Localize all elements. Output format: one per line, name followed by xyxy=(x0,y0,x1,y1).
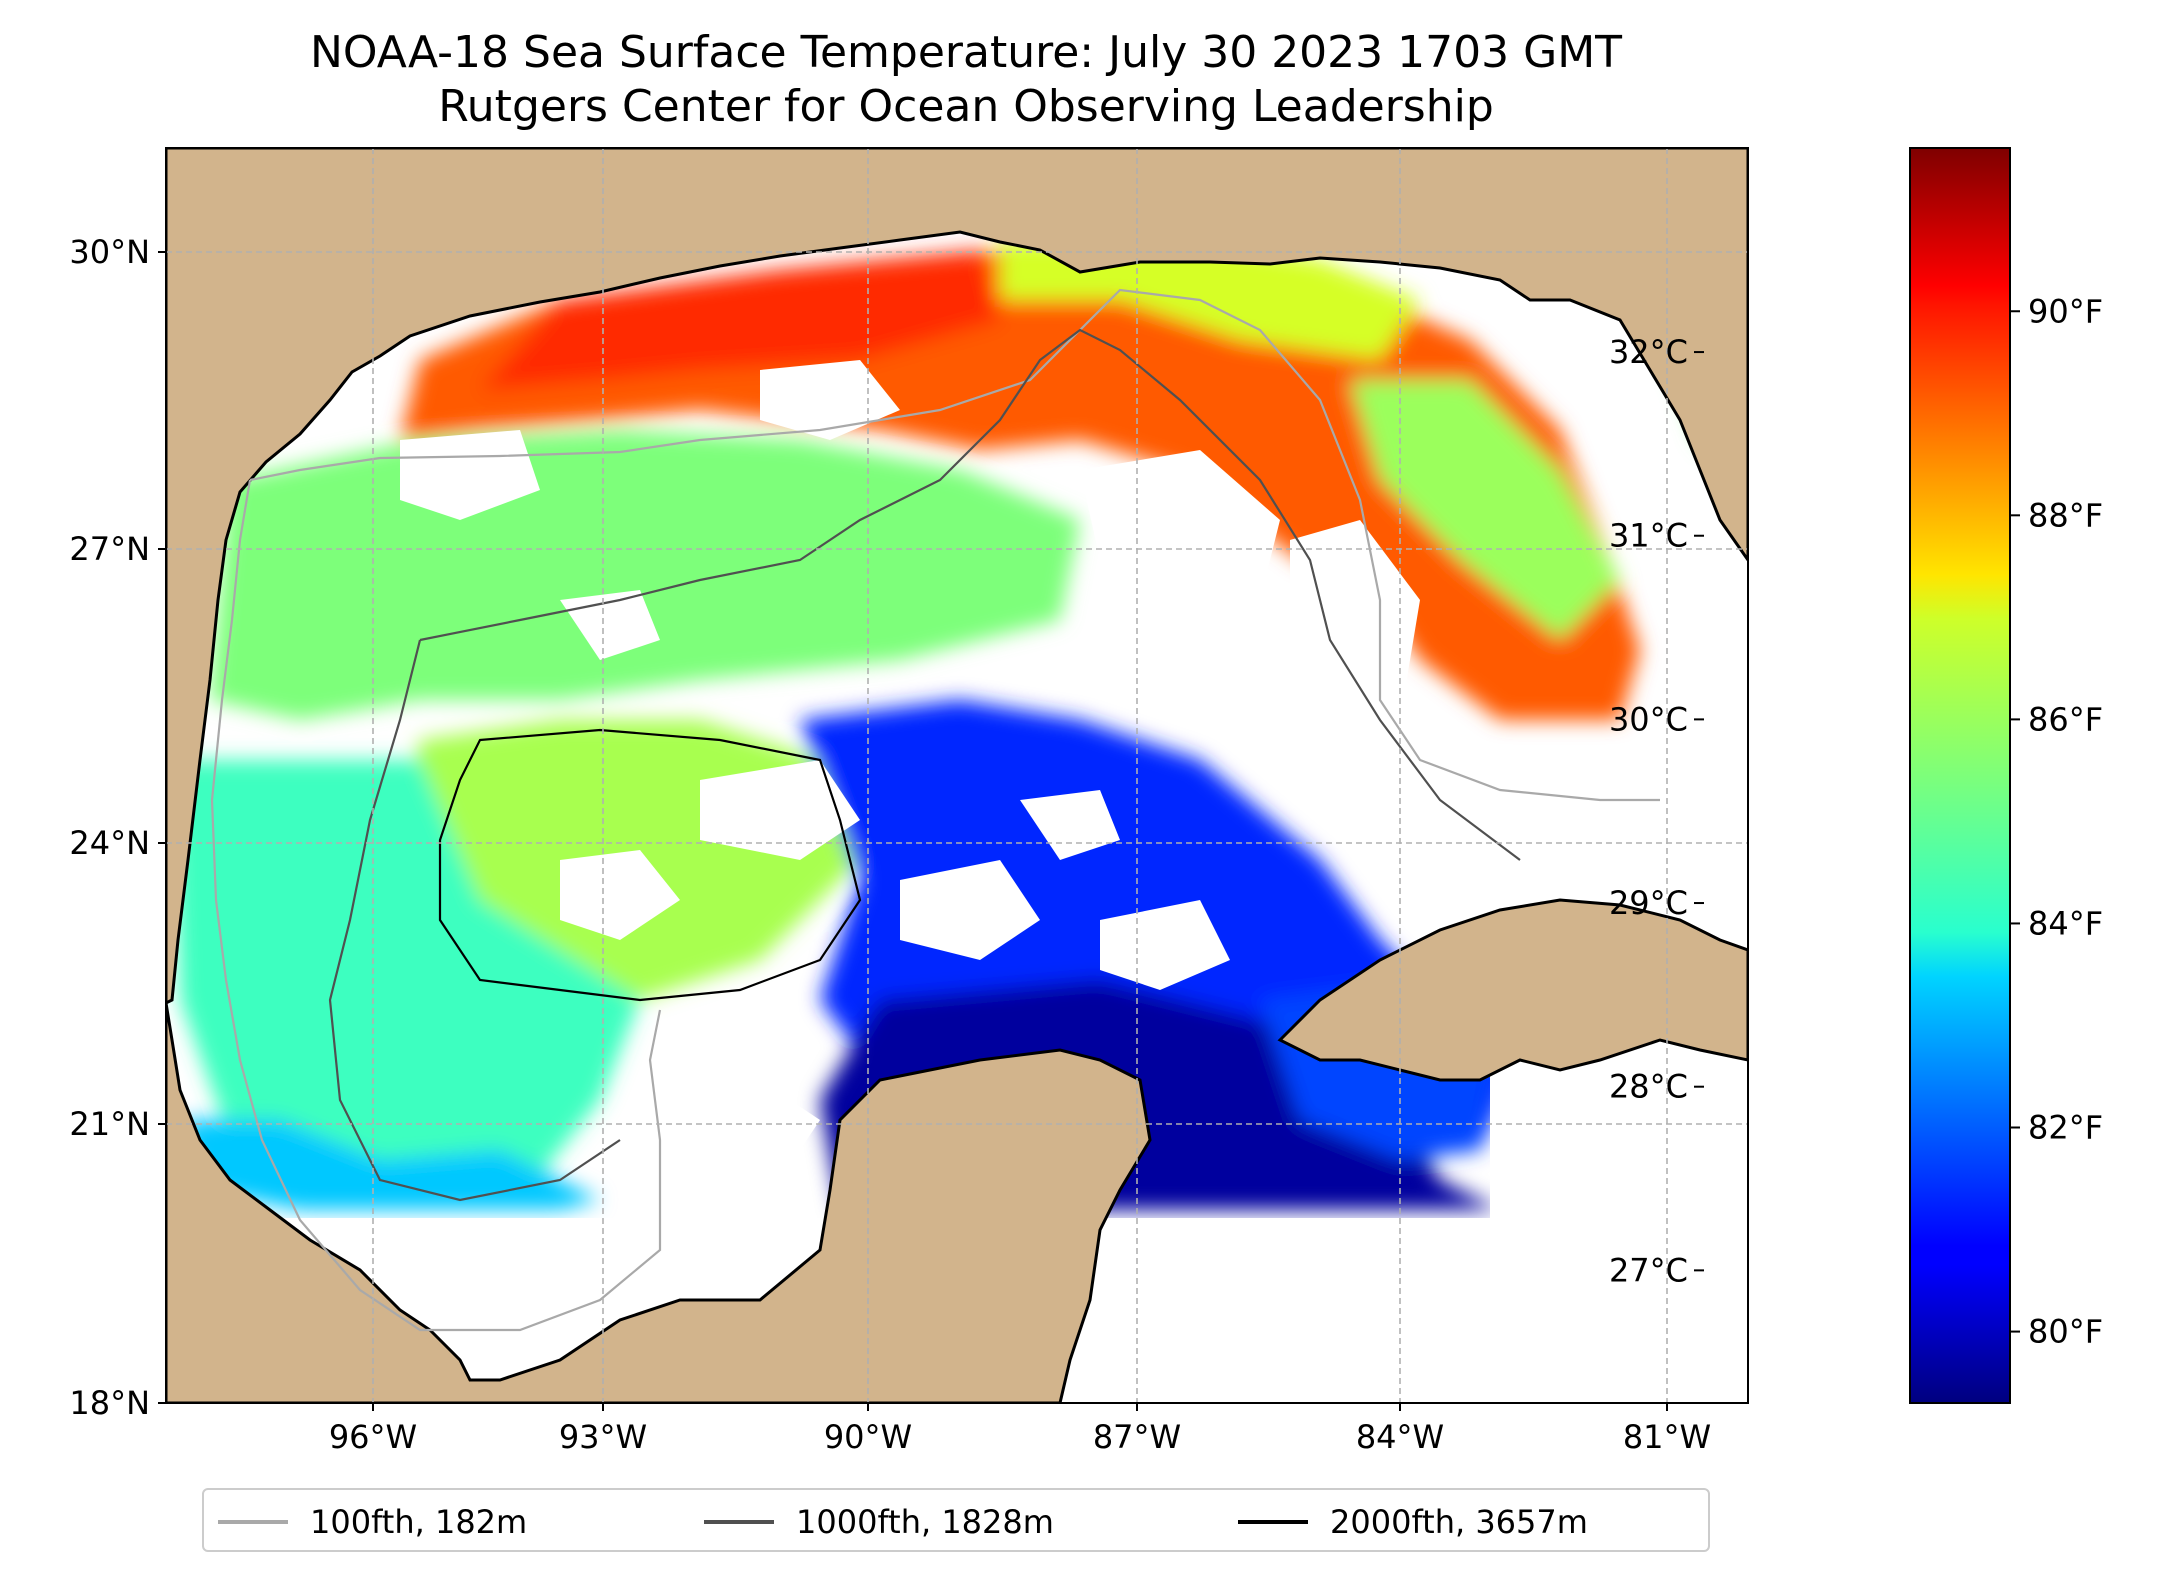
lat-label-18: 18°N xyxy=(69,1384,150,1422)
colorbar-label-f-90: 90°F xyxy=(2028,292,2103,330)
legend-swatch-1000fth xyxy=(704,1520,774,1524)
axis-labels: 18°N 21°N 24°N 27°N 30°N 96°W 93°W 90°W … xyxy=(69,233,1711,1456)
colorbar-label-c-29: 29°C xyxy=(1609,884,1688,922)
lon-label-81: 81°W xyxy=(1623,1418,1711,1456)
colorbar-label-c-32: 32°C xyxy=(1609,333,1688,371)
contour-1000fth-west xyxy=(328,639,621,1202)
legend-swatch-2000fth xyxy=(1238,1520,1308,1524)
contour-legend: 100fth, 182m 1000fth, 1828m 2000fth, 365… xyxy=(202,1488,1710,1552)
colorbar-label-c-31: 31°C xyxy=(1609,517,1688,555)
contour-100fth xyxy=(249,288,1660,802)
lon-label-87: 87°W xyxy=(1093,1418,1181,1456)
map-subtitle: Rutgers Center for Ocean Observing Leade… xyxy=(438,81,1494,132)
lat-label-27: 27°N xyxy=(69,530,150,568)
bathymetry-contours xyxy=(210,288,1660,1332)
lat-label-24: 24°N xyxy=(69,824,150,862)
colorbar-ticks xyxy=(1694,310,2020,1333)
colorbar-gradient xyxy=(1909,147,2011,1404)
legend-label-1000fth: 1000fth, 1828m xyxy=(796,1503,1054,1541)
lon-label-93: 93°W xyxy=(559,1418,647,1456)
colorbar-label-f-84: 84°F xyxy=(2028,904,2103,942)
legend-item-100fth: 100fth, 182m xyxy=(218,1502,527,1542)
map-frame xyxy=(165,147,1749,1404)
map-title: NOAA-18 Sea Surface Temperature: July 30… xyxy=(309,27,1623,78)
legend-item-1000fth: 1000fth, 1828m xyxy=(704,1502,1054,1542)
sst-map xyxy=(166,148,1748,1403)
colorbar-label-c-28: 28°C xyxy=(1609,1068,1688,1106)
colorbar-label-c-30: 30°C xyxy=(1609,700,1688,738)
colorbar-label-f-82: 82°F xyxy=(2028,1109,2103,1147)
lon-label-96: 96°W xyxy=(329,1418,417,1456)
lon-label-84: 84°W xyxy=(1356,1418,1444,1456)
colorbar: 80°F 82°F 84°F 86°F 88°F 90°F 27°C 28°C 29°C 30°C… xyxy=(1609,147,2103,1404)
map-axes xyxy=(158,251,1668,1411)
contour-2000fth xyxy=(438,728,862,1002)
land xyxy=(166,148,1748,1403)
land-mexico-yucatan xyxy=(166,1002,1152,1403)
land-us-gulf-coast xyxy=(166,148,1748,1005)
land-cuba xyxy=(1277,898,1748,1082)
contour-100fth-west xyxy=(210,479,662,1332)
colorbar-label-f-86: 86°F xyxy=(2028,700,2103,738)
legend-label-2000fth: 2000fth, 3657m xyxy=(1330,1503,1588,1541)
colorbar-label-c-27: 27°C xyxy=(1609,1251,1688,1289)
gridlines xyxy=(166,148,1748,1403)
lat-label-30: 30°N xyxy=(69,233,150,271)
contour-1000fth xyxy=(419,328,1521,861)
colorbar-label-f-80: 80°F xyxy=(2028,1313,2103,1351)
cloud-gaps xyxy=(400,360,1540,1180)
colorbar-label-f-88: 88°F xyxy=(2028,496,2103,534)
legend-label-100fth: 100fth, 182m xyxy=(310,1503,528,1541)
lat-label-21: 21°N xyxy=(69,1105,150,1143)
legend-item-2000fth: 2000fth, 3657m xyxy=(1238,1502,1588,1542)
lon-label-90: 90°W xyxy=(824,1418,912,1456)
colorbar-labels: 80°F 82°F 84°F 86°F 88°F 90°F 27°C 28°C 29°C 30°C… xyxy=(1609,292,2103,1350)
legend-swatch-100fth xyxy=(218,1520,288,1524)
